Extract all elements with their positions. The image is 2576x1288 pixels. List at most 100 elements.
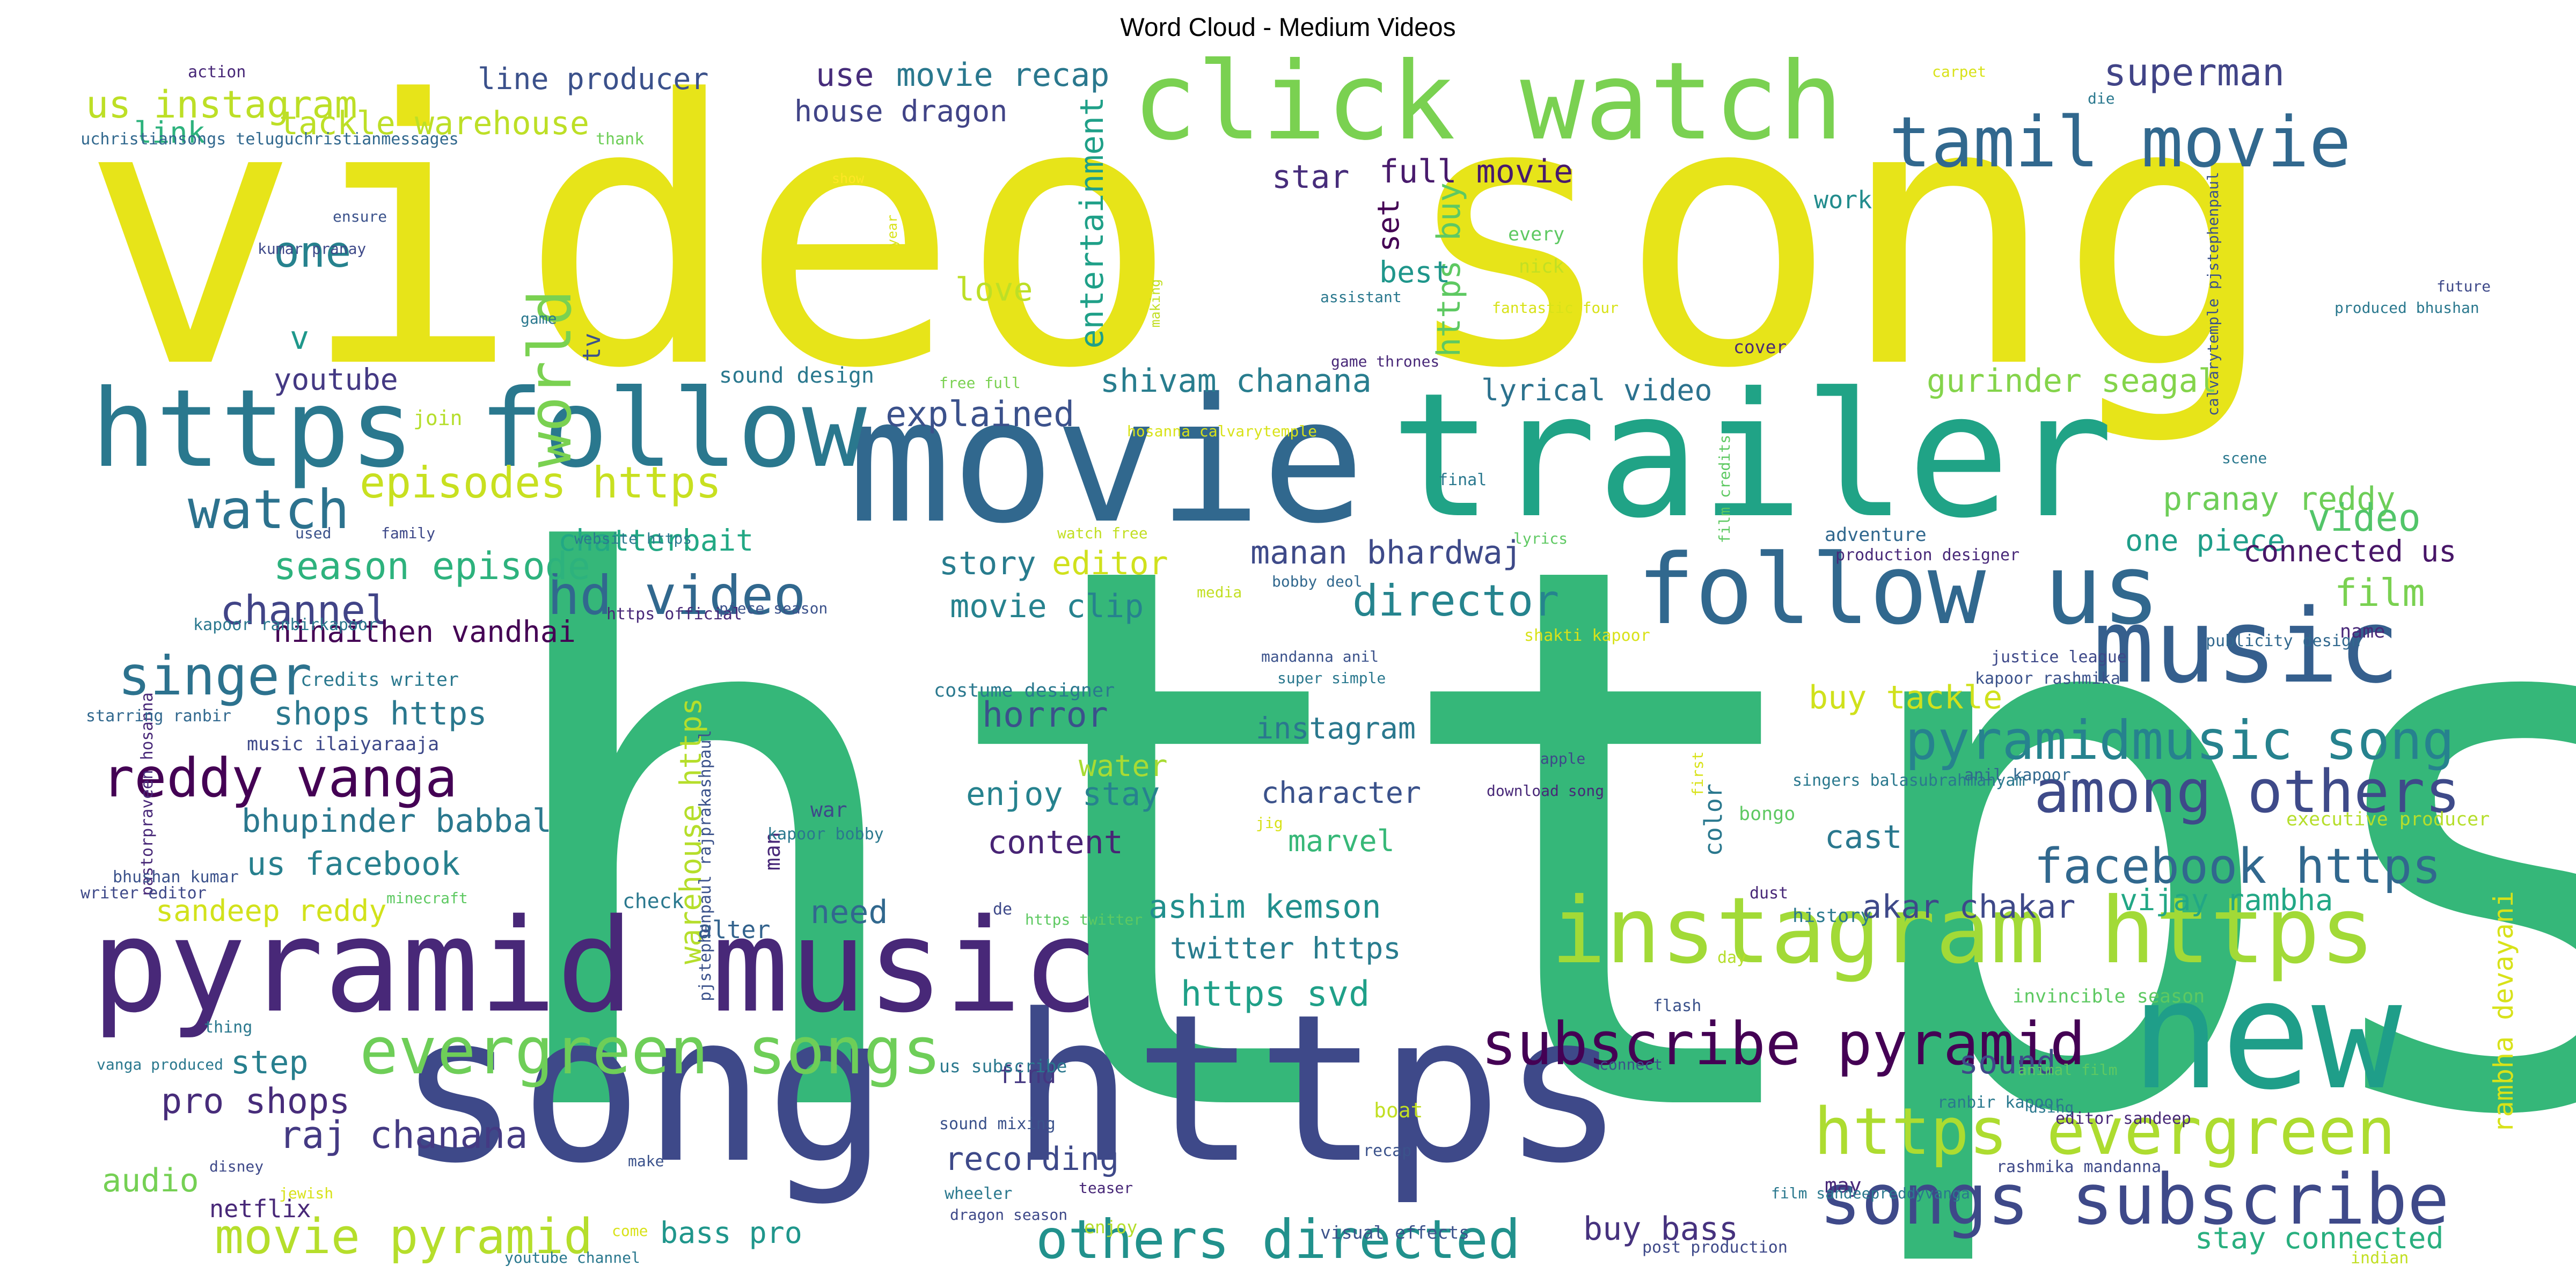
cloud-word: rambha devayani	[2488, 891, 2519, 1133]
cloud-word: follow us	[1637, 534, 2161, 646]
cloud-word: raj chanana	[279, 1113, 528, 1157]
cloud-word: justice league	[1991, 648, 2127, 667]
cloud-word: shakti kapoor	[1524, 626, 1650, 645]
cloud-word: bhushan kumar	[113, 868, 239, 887]
cloud-word: gurinder seagal	[1927, 362, 2218, 400]
cloud-word: https svd	[1181, 974, 1370, 1014]
cloud-word: film sandeepreddyvanga	[1771, 1184, 1970, 1202]
cloud-word: pranay reddy	[2163, 480, 2396, 518]
cloud-word: day	[1717, 948, 1747, 967]
cloud-word: https follow	[91, 367, 867, 492]
cloud-word: teluguchristiansongs teluguchristianmess…	[80, 130, 459, 149]
cloud-word: hd video	[547, 564, 806, 627]
cloud-word: assistant	[1320, 288, 1402, 306]
cloud-word: bobby deol	[1272, 573, 1363, 590]
word-cloud: video song https movie trailer song https htt…	[80, 54, 2576, 1288]
cloud-word: water	[1079, 749, 1168, 783]
cloud-word: tackle warehouse	[279, 105, 589, 142]
cloud-word: thank	[596, 130, 645, 149]
cloud-word: credits writer	[301, 669, 459, 691]
cloud-word: find	[998, 1060, 1057, 1089]
cloud-word: download song	[1487, 782, 1605, 800]
cloud-word: channel	[220, 587, 390, 634]
cloud-word: check	[623, 889, 684, 913]
cloud-word: editor sandeep	[2055, 1109, 2191, 1128]
cloud-word: film	[2334, 571, 2425, 615]
cloud-word: production designer	[1835, 546, 2020, 565]
cloud-word: singers balasubrahmanyam	[1792, 771, 2025, 790]
cloud-word: video	[2308, 496, 2421, 540]
cloud-word: final	[1438, 471, 1487, 489]
cloud-word: bass pro	[660, 1216, 802, 1250]
cloud-word: vanga produced	[97, 1056, 224, 1073]
cloud-word: making	[1147, 279, 1163, 328]
cloud-word: every	[1508, 224, 1565, 245]
cloud-word: twitter https	[1170, 931, 1401, 965]
cloud-word: connected us	[2243, 534, 2457, 568]
cloud-word: others directed	[1036, 1208, 1521, 1271]
cloud-word: use	[816, 56, 874, 94]
cloud-word: disney	[209, 1158, 264, 1175]
cloud-word: come	[612, 1222, 648, 1240]
cloud-word: game	[521, 310, 557, 327]
cloud-word: minecraft	[386, 889, 468, 907]
cloud-word: us facebook	[247, 845, 460, 883]
cloud-word: chatterbait	[558, 523, 754, 558]
cloud-word: pro shops	[161, 1081, 350, 1122]
cloud-word: cast	[1825, 818, 1902, 856]
cloud-word: family	[381, 524, 436, 542]
cloud-word: sandeep reddy	[156, 894, 387, 928]
cloud-word: episodes https	[360, 458, 722, 508]
cloud-word: cover	[1733, 336, 1787, 357]
cloud-word: subscribe pyramid	[1481, 1009, 2085, 1078]
cloud-word: pyramid music	[91, 891, 1100, 1041]
cloud-word: youtube	[274, 362, 398, 397]
cloud-word: die	[2088, 90, 2115, 107]
cloud-word: fantastic four	[1492, 299, 1619, 317]
cloud-word: shivam chanana	[1100, 362, 1372, 400]
cloud-word: click watch	[1132, 54, 1843, 164]
cloud-word: entertainment	[1073, 97, 1111, 349]
cloud-word: make	[628, 1152, 664, 1170]
cloud-word: pyramidmusic song	[1905, 709, 2455, 772]
cloud-word: stay connected	[2195, 1221, 2444, 1255]
cloud-word: content	[987, 824, 1123, 861]
cloud-word: us instagram	[86, 83, 357, 127]
cloud-word: nick	[1519, 256, 1564, 277]
cloud-word: executive producer	[2286, 809, 2490, 830]
cloud-word: action	[188, 63, 246, 82]
cloud-word: house dragon	[794, 94, 1008, 128]
cloud-word: first	[1689, 751, 1707, 797]
cloud-word: alter	[698, 916, 771, 944]
cloud-word: story	[939, 545, 1036, 582]
cloud-word: music	[2093, 587, 2400, 706]
cloud-word: video song	[80, 54, 2278, 448]
cloud-word: adventure	[1825, 524, 1927, 546]
cloud-word: marvel	[1288, 824, 1395, 858]
cloud-word: game thrones	[1331, 353, 1440, 370]
cloud-word: sound design	[719, 363, 874, 388]
cloud-word: editor	[1052, 545, 1168, 582]
cloud-word: wheeler	[945, 1184, 1013, 1203]
cloud-word: love	[955, 271, 1033, 309]
cloud-word: horror	[982, 695, 1108, 735]
cloud-word: film credits	[1716, 435, 1733, 544]
cloud-word: indian	[2351, 1249, 2409, 1268]
cloud-word: akar chakar	[1862, 888, 2076, 926]
cloud-word: free full	[939, 374, 1021, 392]
cloud-word: future	[2436, 277, 2491, 295]
cloud-word: hosanna calvarytemple	[1127, 422, 1318, 440]
cloud-word: music ilaiyaraaja	[247, 734, 440, 755]
cloud-word: may	[1825, 1174, 1862, 1197]
cloud-word: explained	[885, 394, 1075, 435]
cloud-word: https twitter	[1025, 911, 1143, 928]
cloud-word: shops https	[274, 695, 487, 733]
cloud-word: vijay rambha	[2120, 883, 2333, 917]
cloud-word: year	[884, 215, 900, 247]
cloud-word: used	[295, 524, 332, 542]
cloud-word: tv	[577, 333, 606, 362]
cloud-word: recording	[945, 1140, 1119, 1178]
cloud-word: full movie	[1379, 153, 1574, 191]
cloud-word: war	[810, 798, 847, 822]
cloud-word: kumar pranay	[258, 240, 367, 258]
